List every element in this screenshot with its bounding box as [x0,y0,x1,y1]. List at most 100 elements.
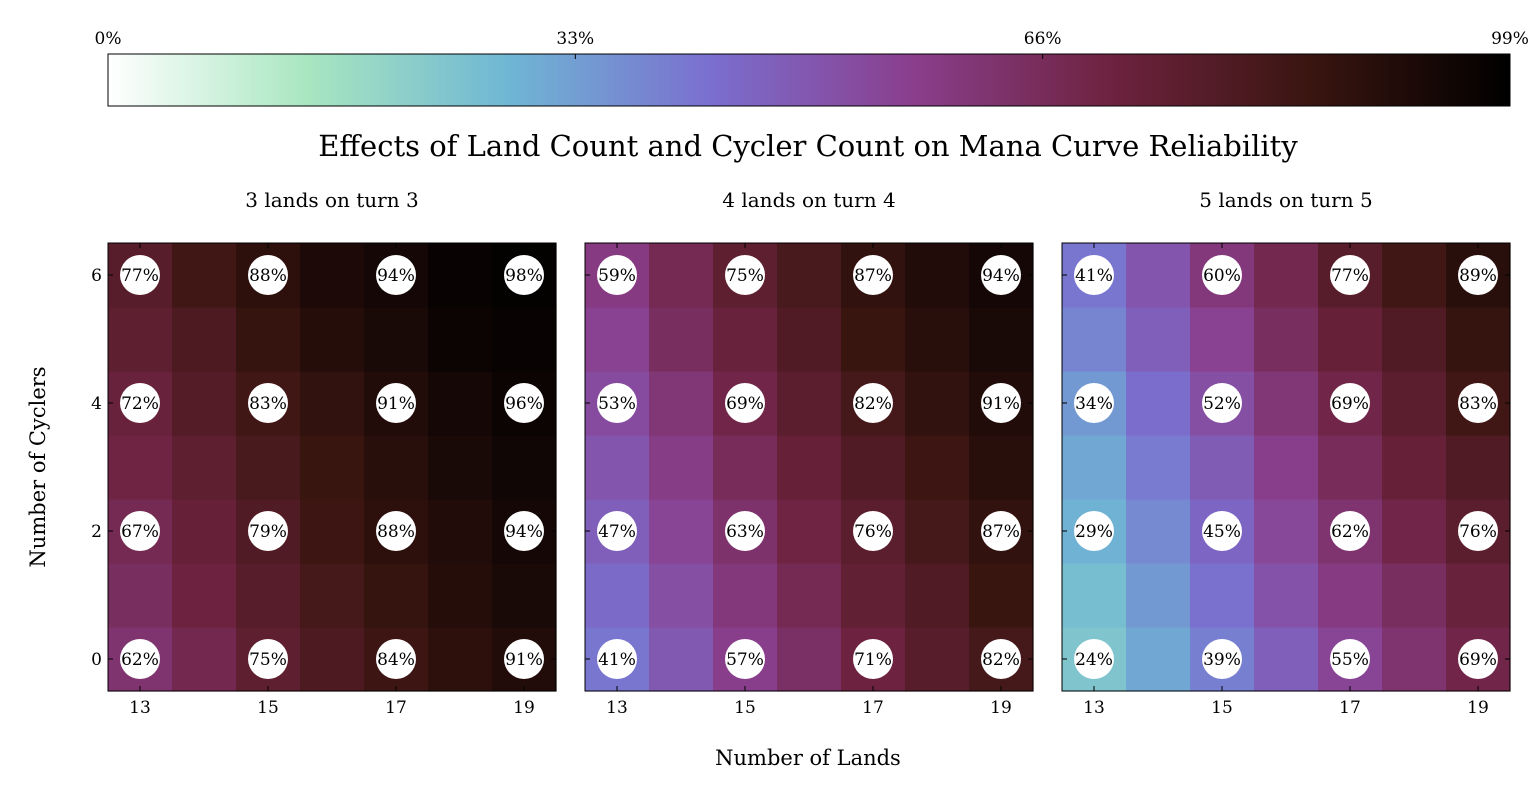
heatmap-cell [236,307,301,372]
heatmap-cell [172,243,237,308]
y-tick-label: 6 [91,266,102,286]
colorbar-tick-label: 99% [1491,29,1529,49]
cell-value-label: 91% [982,394,1020,414]
cell-value-label: 52% [1203,394,1241,414]
heatmap-cell [649,563,714,628]
cell-value-label: 82% [982,650,1020,670]
heatmap-cell [428,563,493,628]
heatmap-cell [108,307,173,372]
cell-value-label: 69% [1331,394,1369,414]
cell-value-label: 88% [377,522,415,542]
annotation-marker [120,383,160,423]
heatmap-cell [1254,627,1319,692]
heatmap-cell [1318,563,1383,628]
cell-value-label: 77% [121,266,159,286]
heatmap-cell [777,435,842,500]
x-tick-label: 17 [862,698,884,718]
cell-value-label: 87% [982,522,1020,542]
cell-value-label: 94% [982,266,1020,286]
annotation-marker [248,639,288,679]
cell-value-label: 77% [1331,266,1369,286]
panel-title: 3 lands on turn 3 [245,188,418,212]
heatmap-panel: 4 lands on turn 4 41% 57% 71% 82% 47% 63% 76% 87… [584,188,1034,718]
cell-value-label: 53% [598,394,636,414]
annotation-marker [376,255,416,295]
x-tick-label: 19 [1467,698,1489,718]
annotation-marker [504,511,544,551]
heatmap-cell [585,563,650,628]
colorbar-ticks: 0% 33% 66% 99% [95,29,1529,59]
heatmap-cell [364,435,429,500]
heatmap-cell [649,243,714,308]
annotation-marker [725,639,765,679]
cell-value-label: 75% [249,650,287,670]
annotation-marker [1330,255,1370,295]
heatmap-cell [969,307,1034,372]
heatmap-cell [108,435,173,500]
heatmap-cell [649,371,714,436]
panel-frame [1061,242,1511,692]
heatmap-cell [841,435,906,500]
annotation-marker [981,511,1021,551]
annotation-marker [1458,639,1498,679]
heatmap-cell [300,563,365,628]
annotation-marker [981,255,1021,295]
heatmap-cell [905,307,970,372]
heatmap-cell [364,563,429,628]
annotation-marker [120,511,160,551]
chart-title: Effects of Land Count and Cycler Count o… [318,129,1298,163]
annotation-marker [1074,255,1114,295]
cell-value-label: 94% [377,266,415,286]
annotation-marker [120,639,160,679]
heatmap-cell [300,627,365,692]
heatmap-cell [428,307,493,372]
heatmap-cell [364,307,429,372]
annotation-marker [1074,383,1114,423]
heatmap-cell [777,563,842,628]
y-tick-label: 2 [91,522,102,542]
heatmap-cell [1126,243,1191,308]
heatmap-cell [300,243,365,308]
x-tick-label: 13 [606,698,628,718]
cell-value-label: 87% [854,266,892,286]
heatmap-cell [841,563,906,628]
annotation-marker [376,383,416,423]
cell-value-label: 41% [598,650,636,670]
annotation-marker [853,255,893,295]
cell-value-label: 69% [726,394,764,414]
heatmap-cell [492,307,557,372]
annotation-marker [1330,639,1370,679]
annotation-marker [1202,255,1242,295]
heatmap-cell [492,435,557,500]
heatmap-cell [585,435,650,500]
heatmap-cell [1382,627,1447,692]
annotation-marker [853,639,893,679]
heatmap-cell [1382,563,1447,628]
heatmap-cell [1318,307,1383,372]
heatmap-cell [1126,371,1191,436]
heatmap-cell [649,435,714,500]
cell-value-label: 57% [726,650,764,670]
cell-value-label: 75% [726,266,764,286]
panel-title: 5 lands on turn 5 [1199,188,1372,212]
heatmap-cell [777,371,842,436]
cell-value-label: 76% [854,522,892,542]
heatmap-cell [1126,563,1191,628]
heatmap-cell [172,627,237,692]
heatmap-cell [969,563,1034,628]
annotation-marker [1074,639,1114,679]
cell-value-label: 55% [1331,650,1369,670]
cell-value-label: 41% [1075,266,1113,286]
heatmap-cell [1190,307,1255,372]
cell-value-label: 76% [1459,522,1497,542]
cell-value-label: 83% [1459,394,1497,414]
annotation-marker [1330,383,1370,423]
annotation-marker [1202,639,1242,679]
x-tick-label: 19 [513,698,535,718]
heatmap-cell [1382,499,1447,564]
annotation-marker [120,255,160,295]
cell-value-label: 69% [1459,650,1497,670]
cell-value-label: 72% [121,394,159,414]
cell-value-label: 91% [377,394,415,414]
heatmap-cell [585,307,650,372]
